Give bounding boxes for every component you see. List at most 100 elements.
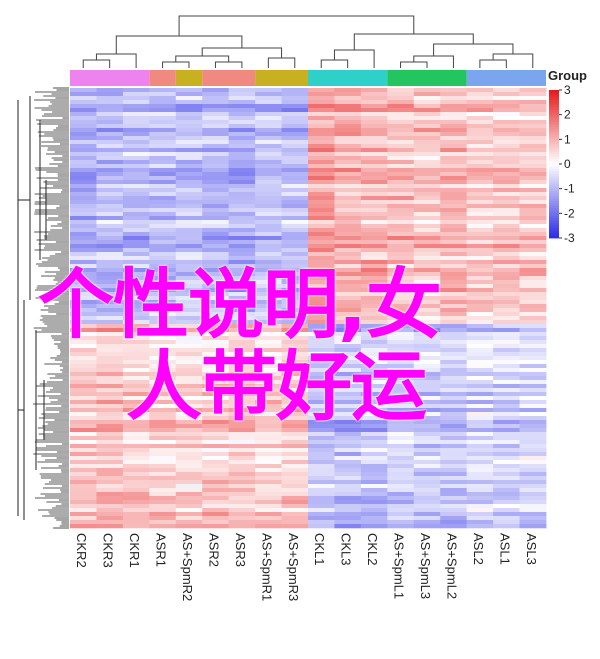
heatmap-cell [175, 448, 203, 453]
heatmap-cell [308, 276, 335, 281]
heatmap-cell [281, 244, 309, 249]
heatmap-cell [96, 148, 124, 153]
heatmap-cell [334, 408, 362, 413]
column-labels: CKR2 CKR3 CKR1 ASR1 AS+SpmR2 ASR2 ASR3 AS+SpmR1… [74, 533, 539, 601]
heatmap-cell [440, 212, 468, 217]
heatmap-cell [519, 368, 547, 373]
heatmap-cell [334, 512, 362, 517]
heatmap-cell [281, 124, 309, 129]
heatmap-cell [334, 308, 362, 313]
heatmap-cell [308, 372, 335, 377]
heatmap-cell [440, 180, 468, 185]
heatmap-cell [70, 212, 97, 217]
heatmap-cell [493, 364, 520, 369]
heatmap-cell [122, 192, 150, 197]
heatmap-cell [202, 188, 230, 193]
column-label: ASL1 [497, 533, 512, 565]
heatmap-cell [334, 424, 362, 429]
heatmap-cell [122, 380, 150, 385]
column-label: AS+SpmL2 [444, 533, 459, 599]
heatmap-cell [519, 372, 547, 377]
heatmap-cell [360, 448, 388, 453]
heatmap-cell [493, 212, 520, 217]
heatmap-cell [519, 452, 547, 457]
heatmap-cell [122, 452, 150, 457]
heatmap-cell [493, 152, 520, 157]
heatmap-cell [122, 148, 150, 153]
heatmap-cell [255, 152, 282, 157]
heatmap-cell [308, 124, 335, 129]
heatmap-cell [440, 92, 468, 97]
heatmap-cell [466, 484, 494, 489]
heatmap-cell [175, 208, 203, 213]
heatmap-cell [202, 472, 230, 477]
heatmap-cell [96, 428, 124, 433]
heatmap-cell [334, 372, 362, 377]
heatmap-cell [519, 88, 547, 93]
heatmap-cell [228, 276, 256, 281]
heatmap-cell [281, 476, 309, 481]
heatmap-cell [360, 116, 388, 121]
heatmap-cell [175, 468, 203, 473]
legend-gradient-step [549, 107, 559, 111]
heatmap-cell [70, 208, 97, 213]
heatmap-cell [281, 524, 309, 529]
heatmap-cell [96, 492, 124, 497]
heatmap-cell [281, 376, 309, 381]
heatmap-cell [387, 216, 415, 221]
heatmap-cell [70, 192, 97, 197]
heatmap-cell [255, 360, 282, 365]
heatmap-cell [149, 412, 177, 417]
heatmap-cell [413, 460, 441, 465]
heatmap-cell [255, 496, 282, 501]
heatmap-cell [281, 232, 309, 237]
heatmap-cell [96, 444, 124, 449]
heatmap-cell [281, 172, 309, 177]
heatmap-cell [360, 276, 388, 281]
heatmap-cell [440, 152, 468, 157]
heatmap-cell [202, 256, 230, 261]
heatmap-cell [70, 232, 97, 237]
heatmap-cell [519, 448, 547, 453]
heatmap-cell [202, 136, 230, 141]
heatmap-cell [228, 160, 256, 165]
legend-gradient-step [549, 230, 559, 234]
heatmap-cell [387, 196, 415, 201]
heatmap-cell [519, 472, 547, 477]
heatmap-cell [228, 272, 256, 277]
heatmap-cell [334, 348, 362, 353]
heatmap-cell [228, 116, 256, 121]
heatmap-cell [228, 280, 256, 285]
heatmap-cell [175, 140, 203, 145]
heatmap-cell [149, 416, 177, 421]
heatmap-cell [466, 480, 494, 485]
heatmap-cell [493, 272, 520, 277]
heatmap-cell [202, 360, 230, 365]
heatmap-cell [466, 200, 494, 205]
heatmap-cell [281, 176, 309, 181]
heatmap-cell [440, 304, 468, 309]
heatmap-cell [334, 384, 362, 389]
heatmap-cell [466, 296, 494, 301]
legend-gradient-step [549, 223, 559, 227]
heatmap-cell [493, 148, 520, 153]
heatmap-cell [387, 200, 415, 205]
heatmap-cell [96, 340, 124, 345]
heatmap-cell [387, 368, 415, 373]
heatmap-cell [149, 112, 177, 117]
heatmap-cell [175, 124, 203, 129]
heatmap-cell [175, 128, 203, 133]
heatmap-cell [360, 284, 388, 289]
heatmap-cell [413, 520, 441, 525]
heatmap-cell [466, 496, 494, 501]
heatmap-cell [281, 248, 309, 253]
heatmap-cell [360, 192, 388, 197]
heatmap-cell [413, 296, 441, 301]
heatmap-cell [466, 168, 494, 173]
heatmap-cell [149, 192, 177, 197]
heatmap-cell [149, 448, 177, 453]
heatmap-cell [228, 140, 256, 145]
heatmap-cell [122, 280, 150, 285]
heatmap-cell [96, 400, 124, 405]
heatmap-cell [122, 276, 150, 281]
